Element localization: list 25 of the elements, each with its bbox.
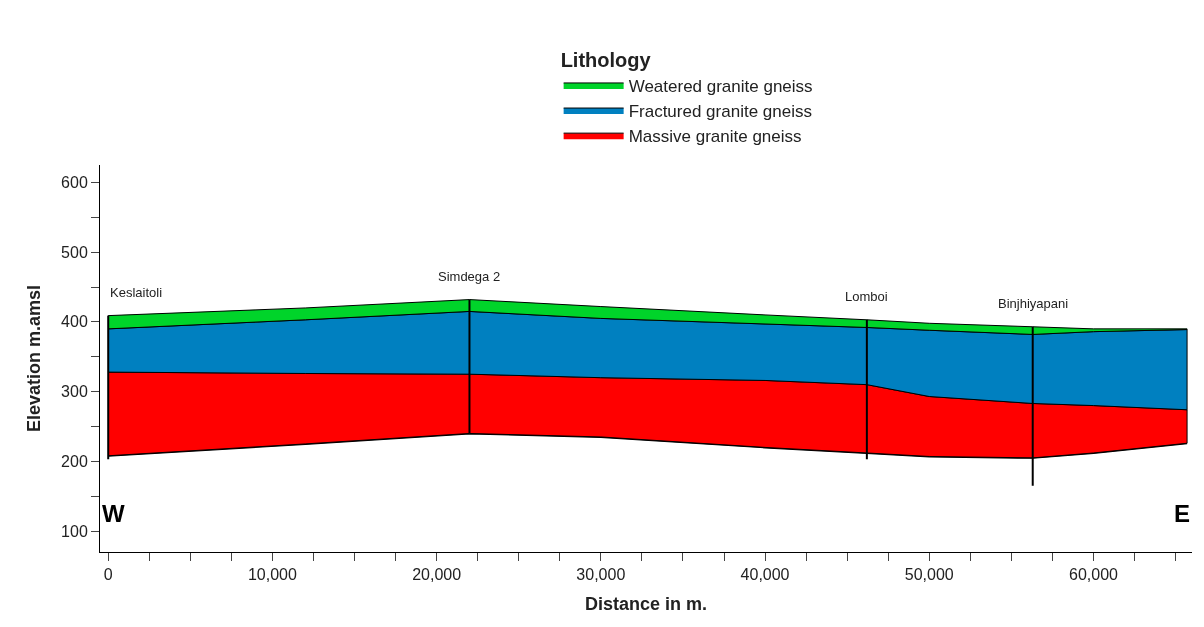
x-tick-label: 40,000 — [740, 566, 790, 584]
x-tick-label: 10,000 — [247, 566, 297, 584]
x-axis-title: Distance in m. — [584, 594, 708, 615]
y-tick-label: 100 — [61, 522, 88, 540]
legend-label: Massive granite gneiss — [628, 126, 802, 146]
y-axis-title: Elevation m.amsl — [24, 284, 45, 433]
y-tick-label: 200 — [61, 452, 88, 470]
x-tick-label: 20,000 — [412, 566, 462, 584]
annotation: Lomboi — [845, 289, 888, 304]
y-tick-label: 400 — [61, 313, 88, 331]
annotation: Simdega 2 — [438, 269, 501, 284]
x-tick-label: 0 — [103, 566, 113, 584]
annotation: E — [1174, 500, 1191, 527]
annotation: W — [102, 500, 125, 527]
annotation: Binjhiyapani — [998, 296, 1069, 311]
x-tick-label: 30,000 — [576, 566, 626, 584]
y-tick-label: 300 — [61, 383, 88, 401]
x-tick-label: 60,000 — [1069, 566, 1119, 584]
annotation: Keslaitoli — [110, 285, 163, 300]
legend-label: Fractured granite gneiss — [628, 101, 812, 121]
y-tick-label: 600 — [61, 174, 88, 192]
x-tick-label: 50,000 — [904, 566, 954, 584]
legend-label: Weatered granite gneiss — [628, 76, 813, 96]
legend-title: Lithology — [560, 49, 652, 72]
y-tick-label: 500 — [61, 243, 88, 261]
